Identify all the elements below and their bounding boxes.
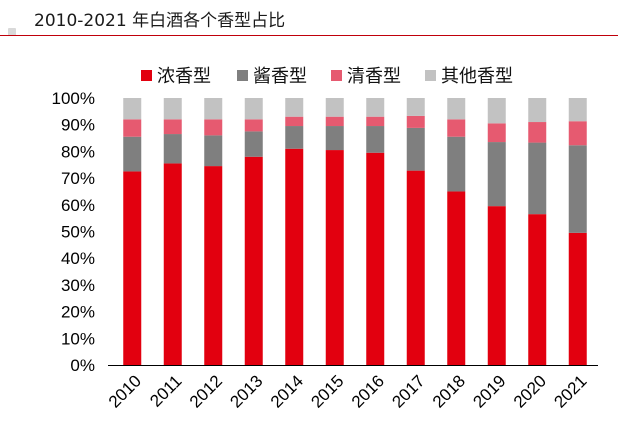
legend-swatch-0 <box>141 70 152 81</box>
y-tick-label: 0% <box>70 356 95 375</box>
bar-segment-1-2021 <box>568 145 587 233</box>
bar-segment-3-2012 <box>204 98 223 120</box>
x-tick-label-2011: 2011 <box>146 371 185 410</box>
x-tick-label-2010: 2010 <box>105 371 145 411</box>
x-tick-label-2020: 2020 <box>510 371 550 411</box>
bar-segment-0-2020 <box>528 214 547 365</box>
y-tick-label: 70% <box>61 169 95 188</box>
bar-segment-0-2010 <box>123 171 142 365</box>
bar-segment-0-2019 <box>487 206 506 365</box>
x-tick-label-2012: 2012 <box>186 371 226 411</box>
bar-segment-2-2012 <box>204 119 223 136</box>
bar-segment-2-2010 <box>123 119 142 137</box>
y-axis: 0% 10% 20% 30% 40% 50% 60% 70% 80% 90% 100% <box>52 89 95 375</box>
bar-segment-2-2017 <box>406 115 425 128</box>
bar-segment-3-2020 <box>528 98 547 123</box>
bar-segment-2-2014 <box>285 116 304 127</box>
bar-segment-0-2021 <box>568 232 587 365</box>
bar-segment-1-2012 <box>204 135 223 167</box>
bar-segment-3-2016 <box>366 98 385 117</box>
bar-segment-1-2013 <box>244 131 263 157</box>
y-tick-label: 50% <box>61 223 95 242</box>
y-tick-label: 80% <box>61 142 95 161</box>
x-axis: 2010 2011 2012 2013 2014 2015 2016 2017 2018 2019… <box>105 365 598 412</box>
bar-segment-3-2018 <box>447 98 466 120</box>
bar-segment-3-2017 <box>406 98 425 116</box>
legend-label-0: 浓香型 <box>157 66 211 87</box>
bar-segment-3-2010 <box>123 98 142 120</box>
bar-segment-3-2019 <box>487 98 506 124</box>
y-tick-label: 100% <box>52 89 95 108</box>
legend-swatch-3 <box>425 70 436 81</box>
corner-marker <box>8 28 16 36</box>
y-tick-label: 40% <box>61 249 95 268</box>
x-tick-label-2018: 2018 <box>429 371 469 411</box>
y-tick-label: 90% <box>61 116 95 135</box>
x-tick-label-2021: 2021 <box>550 371 590 411</box>
bar-segment-1-2020 <box>528 142 547 215</box>
bar-segment-3-2021 <box>568 98 587 122</box>
bar-segment-3-2015 <box>325 98 344 117</box>
bar-segment-1-2015 <box>325 126 344 151</box>
x-tick-label-2013: 2013 <box>226 371 266 411</box>
legend-swatch-1 <box>237 70 248 81</box>
bar-segment-1-2017 <box>406 127 425 171</box>
legend-label-3: 其他香型 <box>441 66 513 87</box>
legend-label-2: 清香型 <box>347 66 401 87</box>
bar-segment-0-2018 <box>447 191 466 365</box>
bar-segment-3-2013 <box>244 98 263 120</box>
bar-segment-1-2011 <box>163 134 182 164</box>
bar-segment-1-2019 <box>487 142 506 207</box>
x-tick-label-2014: 2014 <box>267 371 307 411</box>
x-tick-label-2019: 2019 <box>469 371 509 411</box>
y-tick-label: 10% <box>61 329 95 348</box>
bar-segment-2-2018 <box>447 119 466 137</box>
bar-segment-2-2016 <box>366 116 385 127</box>
x-tick-label-2016: 2016 <box>348 371 388 411</box>
bar-segment-2-2013 <box>244 119 263 132</box>
bar-segment-1-2016 <box>366 126 385 153</box>
bar-segment-0-2011 <box>163 163 182 365</box>
legend-swatch-2 <box>331 70 342 81</box>
bar-segment-2-2015 <box>325 116 344 127</box>
y-tick-label: 20% <box>61 303 95 322</box>
chart-legend: 浓香型 酱香型 清香型 其他香型 <box>141 66 513 87</box>
bar-segment-0-2017 <box>406 170 425 365</box>
bar-segment-1-2010 <box>123 136 142 172</box>
bar-segment-0-2013 <box>244 156 263 365</box>
bar-segment-2-2021 <box>568 121 587 146</box>
bar-segment-0-2015 <box>325 150 344 365</box>
bar-segment-2-2019 <box>487 123 506 143</box>
legend-label-1: 酱香型 <box>253 66 307 87</box>
bar-segment-0-2016 <box>366 152 385 365</box>
y-tick-label: 60% <box>61 196 95 215</box>
bar-segment-1-2014 <box>285 126 304 149</box>
bar-segment-0-2014 <box>285 148 304 365</box>
x-tick-label-2015: 2015 <box>307 371 347 411</box>
bar-segment-2-2020 <box>528 122 547 143</box>
chart-title: 2010-2021 年白酒各个香型占比 <box>34 11 286 31</box>
bar-segment-2-2011 <box>163 119 182 135</box>
bar-segment-3-2014 <box>285 98 304 117</box>
bar-segment-3-2011 <box>163 98 182 120</box>
x-tick-label-2017: 2017 <box>388 371 428 411</box>
y-tick-label: 30% <box>61 276 95 295</box>
bar-segment-0-2012 <box>204 166 223 365</box>
bar-segment-1-2018 <box>447 136 466 192</box>
title-divider <box>0 35 618 36</box>
bar-series-group <box>123 98 587 365</box>
